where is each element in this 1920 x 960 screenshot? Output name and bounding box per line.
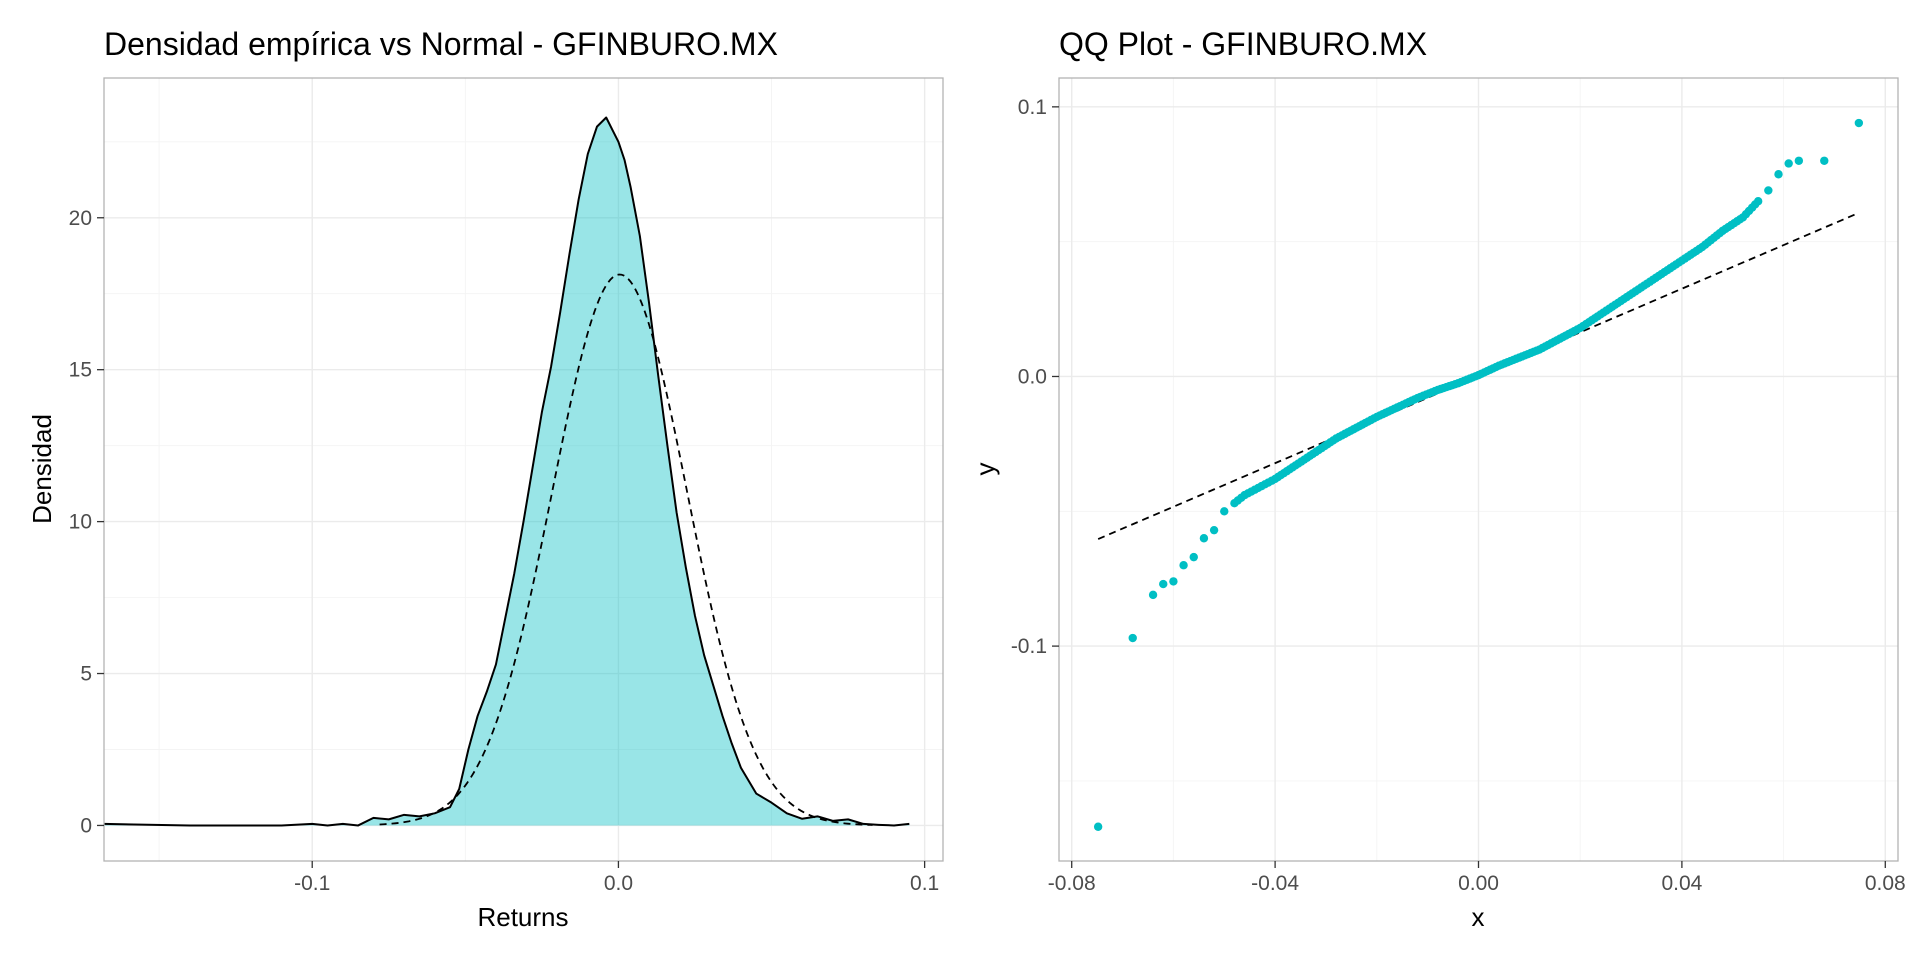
qq-chart-title: QQ Plot - GFINBURO.MX xyxy=(1059,26,1427,62)
density-y-tick-label: 5 xyxy=(80,663,92,686)
qq-point xyxy=(1784,159,1793,168)
density-axes: -0.1 0.0 0.1 0 5 10 15 20 xyxy=(69,207,940,895)
qq-x-tick-label: -0.08 xyxy=(1048,872,1096,895)
qq-point xyxy=(1220,507,1229,516)
density-chart: Densidad empírica vs Normal - GFINBURO.M… xyxy=(27,26,944,932)
qq-x-tick-label: -0.04 xyxy=(1251,872,1299,895)
density-panel-border xyxy=(103,77,944,862)
qq-y-axis-title: y xyxy=(970,463,1000,476)
qq-point xyxy=(1764,186,1773,195)
qq-x-axis-title: x xyxy=(1472,902,1485,932)
qq-point xyxy=(1209,525,1219,535)
density-y-axis-title: Densidad xyxy=(27,414,57,524)
qq-marks xyxy=(1093,118,1864,831)
density-x-axis-title: Returns xyxy=(477,902,568,932)
density-y-tick-label: 10 xyxy=(69,511,92,534)
qq-point xyxy=(1854,118,1864,128)
qq-point xyxy=(1820,156,1829,165)
qq-y-tick-label: 0.1 xyxy=(1018,96,1047,119)
qq-point xyxy=(1169,577,1178,586)
qq-point xyxy=(1753,197,1763,206)
density-normal-curve xyxy=(379,273,873,826)
density-x-tick-label: 0.1 xyxy=(910,872,939,895)
density-panel-background xyxy=(104,78,943,861)
qq-point xyxy=(1794,156,1804,165)
qq-x-tick-label: 0.08 xyxy=(1865,872,1906,895)
qq-point xyxy=(1189,552,1198,562)
density-y-tick-label: 15 xyxy=(69,359,92,382)
density-x-tick-label: -0.1 xyxy=(294,872,330,895)
qq-point xyxy=(1159,579,1168,589)
density-marks xyxy=(103,116,910,827)
qq-x-tick-label: 0.04 xyxy=(1661,872,1702,895)
qq-point xyxy=(1093,822,1103,831)
density-x-tick-label: 0.0 xyxy=(604,872,633,895)
qq-point xyxy=(1774,170,1783,179)
qq-y-tick-label: 0.0 xyxy=(1018,365,1047,388)
qq-axes: -0.08 -0.04 0.00 0.04 0.08 -0.1 0.0 0.1 xyxy=(1011,96,1906,895)
qq-grid xyxy=(1059,78,1898,861)
density-y-tick-label: 20 xyxy=(69,207,92,230)
density-y-tick-label: 0 xyxy=(80,814,92,837)
qq-point xyxy=(1128,633,1137,643)
qq-point xyxy=(1148,590,1158,600)
density-empirical-curve xyxy=(103,116,910,827)
qq-x-tick-label: 0.00 xyxy=(1458,872,1499,895)
qq-chart: QQ Plot - GFINBURO.MX -0.08 -0.04 0.00 0.04… xyxy=(970,26,1906,932)
qq-point xyxy=(1179,561,1188,570)
density-empirical-area xyxy=(104,117,910,826)
qq-y-tick-label: -0.1 xyxy=(1011,635,1047,658)
qq-point xyxy=(1199,534,1209,543)
density-chart-title: Densidad empírica vs Normal - GFINBURO.M… xyxy=(104,26,778,62)
